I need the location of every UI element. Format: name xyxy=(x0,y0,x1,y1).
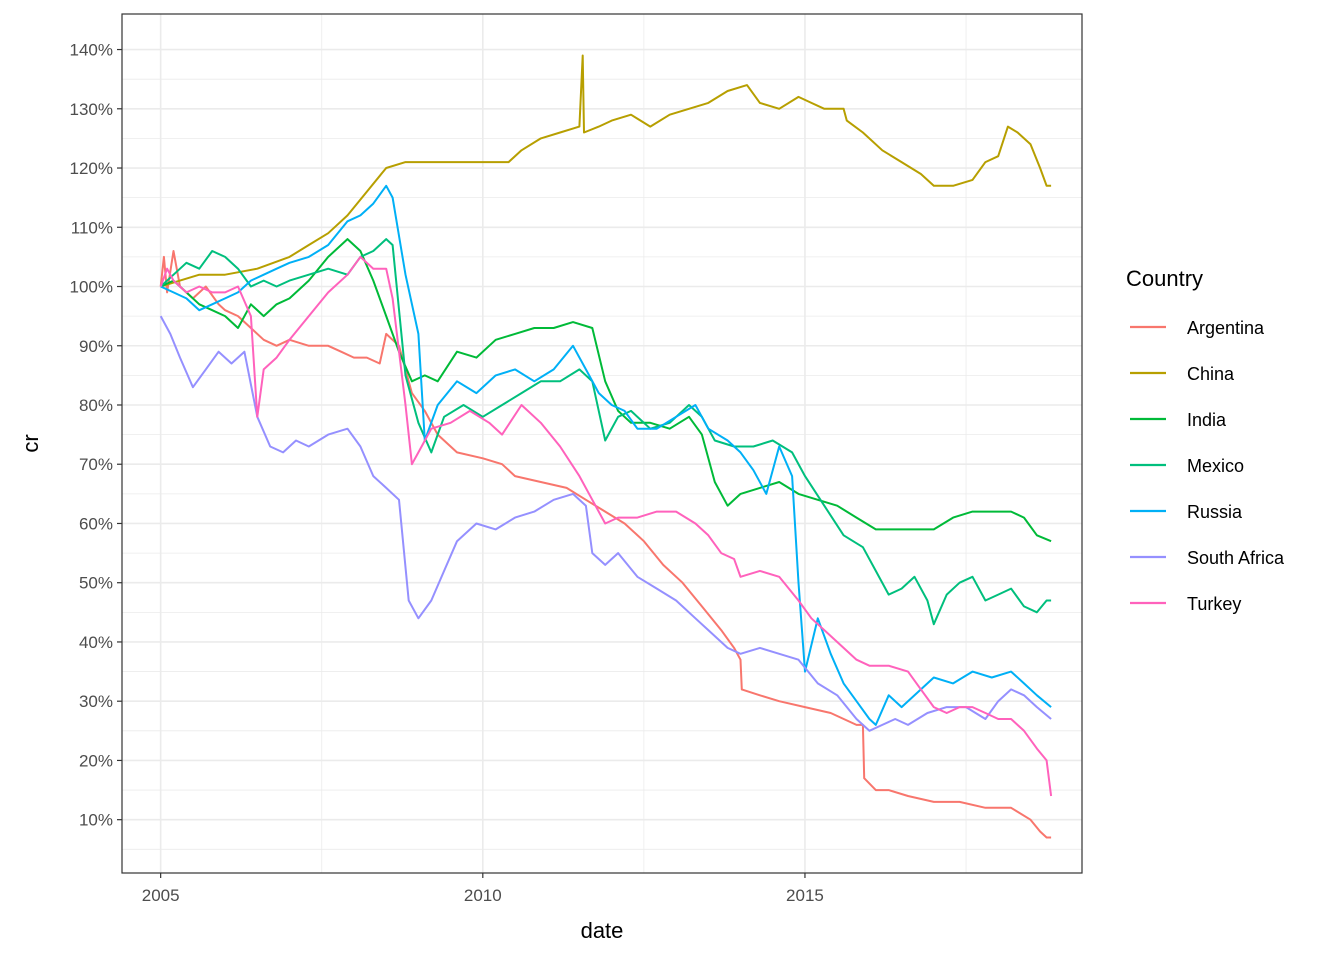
y-axis-title: cr xyxy=(18,434,43,452)
y-tick-label: 140% xyxy=(70,41,113,60)
legend-label: India xyxy=(1187,410,1227,430)
legend-item-russia: Russia xyxy=(1130,502,1243,522)
y-tick-label: 120% xyxy=(70,159,113,178)
x-tick-label: 2010 xyxy=(464,886,502,905)
y-tick-label: 30% xyxy=(79,692,113,711)
y-axis: 10% 20% 30% 40% 50% 60% 70% 80% 90% 100% 110% 120% 1… xyxy=(70,41,122,830)
y-tick-label: 80% xyxy=(79,396,113,415)
legend-item-turkey: Turkey xyxy=(1130,594,1241,614)
x-axis-title: date xyxy=(581,918,624,943)
legend-items: Argentina China India Mexico Russia South Afr… xyxy=(1130,318,1285,614)
series-line-south-africa xyxy=(159,315,1052,732)
legend-item-china: China xyxy=(1130,364,1235,384)
y-tick-label: 90% xyxy=(79,337,113,356)
series-lines xyxy=(159,54,1053,839)
plot-panel xyxy=(121,13,1083,874)
legend-item-south-africa: South Africa xyxy=(1130,548,1285,568)
legend-label: Mexico xyxy=(1187,456,1244,476)
legend-title: Country xyxy=(1126,266,1203,291)
y-tick-label: 40% xyxy=(79,633,113,652)
legend-label: China xyxy=(1187,364,1235,384)
grid-lines xyxy=(122,14,1082,873)
y-tick-label: 10% xyxy=(79,811,113,830)
panel-border xyxy=(121,13,1083,874)
x-tick-label: 2005 xyxy=(142,886,180,905)
series-line-argentina xyxy=(159,250,1052,839)
legend-label: South Africa xyxy=(1187,548,1285,568)
legend-item-mexico: Mexico xyxy=(1130,456,1244,476)
series-line-china xyxy=(160,54,1052,288)
legend-label: Russia xyxy=(1187,502,1243,522)
y-tick-label: 20% xyxy=(79,751,113,770)
legend-label: Turkey xyxy=(1187,594,1241,614)
y-tick-label: 70% xyxy=(79,455,113,474)
x-axis: 2005 2010 2015 xyxy=(142,873,824,905)
legend-label: Argentina xyxy=(1187,318,1265,338)
legend: Country Argentina China India Mexico Russia S… xyxy=(1126,266,1285,614)
y-tick-label: 110% xyxy=(71,218,113,237)
y-tick-label: 60% xyxy=(79,514,113,533)
y-tick-label: 100% xyxy=(70,278,113,297)
x-tick-label: 2015 xyxy=(786,886,824,905)
series-line-mexico xyxy=(160,238,1052,626)
y-tick-label: 130% xyxy=(70,100,113,119)
legend-item-india: India xyxy=(1130,410,1227,430)
y-tick-label: 50% xyxy=(79,574,113,593)
series-line-india xyxy=(160,238,1052,543)
series-line-russia xyxy=(160,184,1052,726)
legend-item-argentina: Argentina xyxy=(1130,318,1265,338)
series-line-turkey xyxy=(159,255,1053,797)
